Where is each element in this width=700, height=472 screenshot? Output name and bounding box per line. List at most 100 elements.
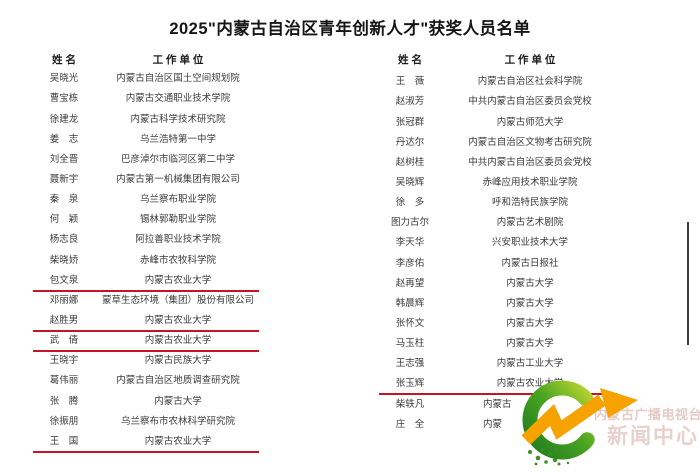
table-row: 秦 泉 乌兰察布职业学院 [32,191,260,211]
work-unit: 乌兰察布职业学院 [139,195,216,206]
table-rows-left: 吴晓光 内蒙古自治区国土空间规划院 曹宝栋 内蒙古交通职业技术学院 徐建龙 内蒙… [32,70,260,453]
recipient-name: 刘全晋 [49,154,79,165]
table-row: 张冠群 内蒙古师范大学 [378,113,618,133]
work-unit: 兴安职业技术大学 [491,238,568,249]
recipient-name: 徐建龙 [49,114,79,125]
table-row: 邓丽娜 蒙草生态环境（集团）股份有限公司 [32,292,260,312]
table-row: 王晓宇 内蒙古民族大学 [32,352,260,372]
work-unit: 内蒙古自治区社会科学院 [477,77,583,88]
table-row: 武 倩 内蒙古农业大学 [32,332,260,352]
work-unit: 内蒙古艺术剧院 [496,218,564,229]
work-unit: 中共内蒙古自治区委员会党校 [468,97,592,108]
table-row: 王 国 内蒙古农业大学 [32,433,260,453]
name-column-header: 姓 名 [398,53,422,66]
recipient-name: 曹宝栋 [49,94,79,105]
table-row: 丹达尔 内蒙古自治区文物考古研究院 [378,133,618,153]
work-unit: 内蒙古大学 [154,396,202,407]
table-row: 何 颖 锡林郭勒职业学院 [32,211,260,231]
work-unit: 内蒙古 [483,399,512,410]
work-unit: 内蒙古自治区文物考古研究院 [468,137,592,148]
work-unit: 内蒙古师范大学 [496,117,564,128]
table-row: 赵淑芳 中共内蒙古自治区委员会党校 [378,93,618,113]
work-unit: 阿拉善职业技术学院 [135,235,221,246]
work-unit: 内蒙古大学 [506,339,554,350]
table-row: 赵再望 内蒙古大学 [378,274,618,294]
table-row: 曹宝栋 内蒙古交通职业技术学院 [32,90,260,110]
work-unit: 内蒙古农业大学 [496,379,564,390]
work-unit: 内蒙 [483,419,503,430]
award-highlight-underline [33,450,259,453]
work-unit: 赤峰应用技术职业学院 [482,178,578,189]
work-unit: 中共内蒙古自治区委员会党校 [468,157,592,168]
recipient-name: 张玉辉 [395,379,425,390]
recipient-name: 柴晓娇 [49,255,79,266]
work-unit: 内蒙古日报社 [501,258,559,269]
table-row: 柴晓娇 赤峰市农牧科学院 [32,251,260,271]
recipient-name: 邓丽娜 [49,295,79,306]
work-unit: 呼和浩特民族学院 [491,198,568,209]
work-unit: 内蒙古农业大学 [144,275,212,286]
work-unit: 内蒙古第一机械集团有限公司 [116,175,240,186]
table-row: 赵树桂 中共内蒙古自治区委员会党校 [378,154,618,174]
work-unit: 乌兰察布市农林科学研究院 [120,416,235,427]
work-unit-column-header: 工 作 单 位 [152,53,204,66]
table-row: 杨志良 阿拉善职业技术学院 [32,231,260,251]
work-unit: 内蒙古大学 [506,298,554,309]
recipient-name: 包文泉 [49,275,79,286]
table-row: 柴轶凡 内蒙古 [378,395,618,415]
table-row: 赵胜男 内蒙古农业大学 [32,312,260,332]
recipient-name: 秦 泉 [49,195,79,206]
table-row: 徐振朋 乌兰察布市农林科学研究院 [32,412,260,432]
table-row: 张 腾 内蒙古大学 [32,392,260,412]
recipient-name: 杨志良 [49,235,79,246]
table-row: 吴晓光 内蒙古自治区国土空间规划院 [32,70,260,90]
award-highlight-underline [379,393,617,396]
recipient-name: 庄 全 [395,419,425,430]
recipient-name: 王志强 [395,359,425,370]
recipient-name: 聂新宇 [49,175,79,186]
recipient-name: 韩晨辉 [395,298,425,309]
work-unit: 内蒙古自治区地质调查研究院 [116,376,240,387]
work-unit: 内蒙古大学 [506,319,554,329]
recipient-name: 马玉柱 [395,339,425,350]
work-unit: 内蒙古农业大学 [144,436,212,447]
recipient-name: 吴晓光 [49,74,79,85]
recipient-name: 赵再望 [395,278,425,289]
award-highlight-underline [33,329,259,332]
name-column-header: 姓 名 [52,53,76,66]
table-row: 姜 志 乌兰浩特第一中学 [32,130,260,150]
recipient-name: 柴轶凡 [395,399,425,410]
recipient-name: 姜 志 [49,134,79,145]
table-row: 张怀文 内蒙古大学 [378,315,618,335]
news-center-logo-icon [512,374,652,467]
award-table-right: 姓 名 工 作 单 位 王 薇 内蒙古自治区社会科学院 赵淑芳 中共内蒙古自治区… [378,48,618,436]
work-unit: 内蒙古农业大学 [144,316,212,326]
work-unit: 内蒙古工业大学 [496,359,564,370]
page-title: 2025"内蒙古自治区青年创新人才"获奖人员名单 [169,20,531,38]
recipient-name: 武 倩 [49,336,79,347]
recipient-name: 王 薇 [395,77,425,88]
table-header-right: 姓 名 工 作 单 位 [378,48,618,70]
work-unit: 内蒙古民族大学 [144,356,212,367]
table-header-left: 姓 名 工 作 单 位 [32,48,260,70]
table-row: 包文泉 内蒙古农业大学 [32,271,260,292]
recipient-name: 张 腾 [49,396,79,407]
table-row: 图力古尔 内蒙古艺术剧院 [378,214,618,234]
award-highlight-underline [33,349,259,352]
recipient-name: 张怀文 [395,319,425,329]
table-row: 马玉柱 内蒙古大学 [378,335,618,355]
recipient-name: 图力古尔 [390,218,429,229]
recipient-name: 赵胜男 [49,316,79,326]
table-row: 王 薇 内蒙古自治区社会科学院 [378,73,618,93]
watermark-news-center-text: 新闻中心 [607,425,699,448]
recipient-name: 赵树桂 [395,157,425,168]
recipient-name: 徐 多 [395,198,425,209]
table-row: 徐 多 呼和浩特民族学院 [378,194,618,214]
award-table-left: 姓 名 工 作 单 位 吴晓光 内蒙古自治区国土空间规划院 曹宝栋 内蒙古交通职… [32,48,260,453]
recipient-name: 徐振朋 [49,416,79,427]
work-unit: 乌兰浩特第一中学 [139,134,216,145]
watermark-org-text: 内蒙古广播电视台 [594,407,700,422]
recipient-name: 李彦佑 [395,258,425,269]
work-unit: 内蒙古交通职业技术学院 [125,94,231,105]
